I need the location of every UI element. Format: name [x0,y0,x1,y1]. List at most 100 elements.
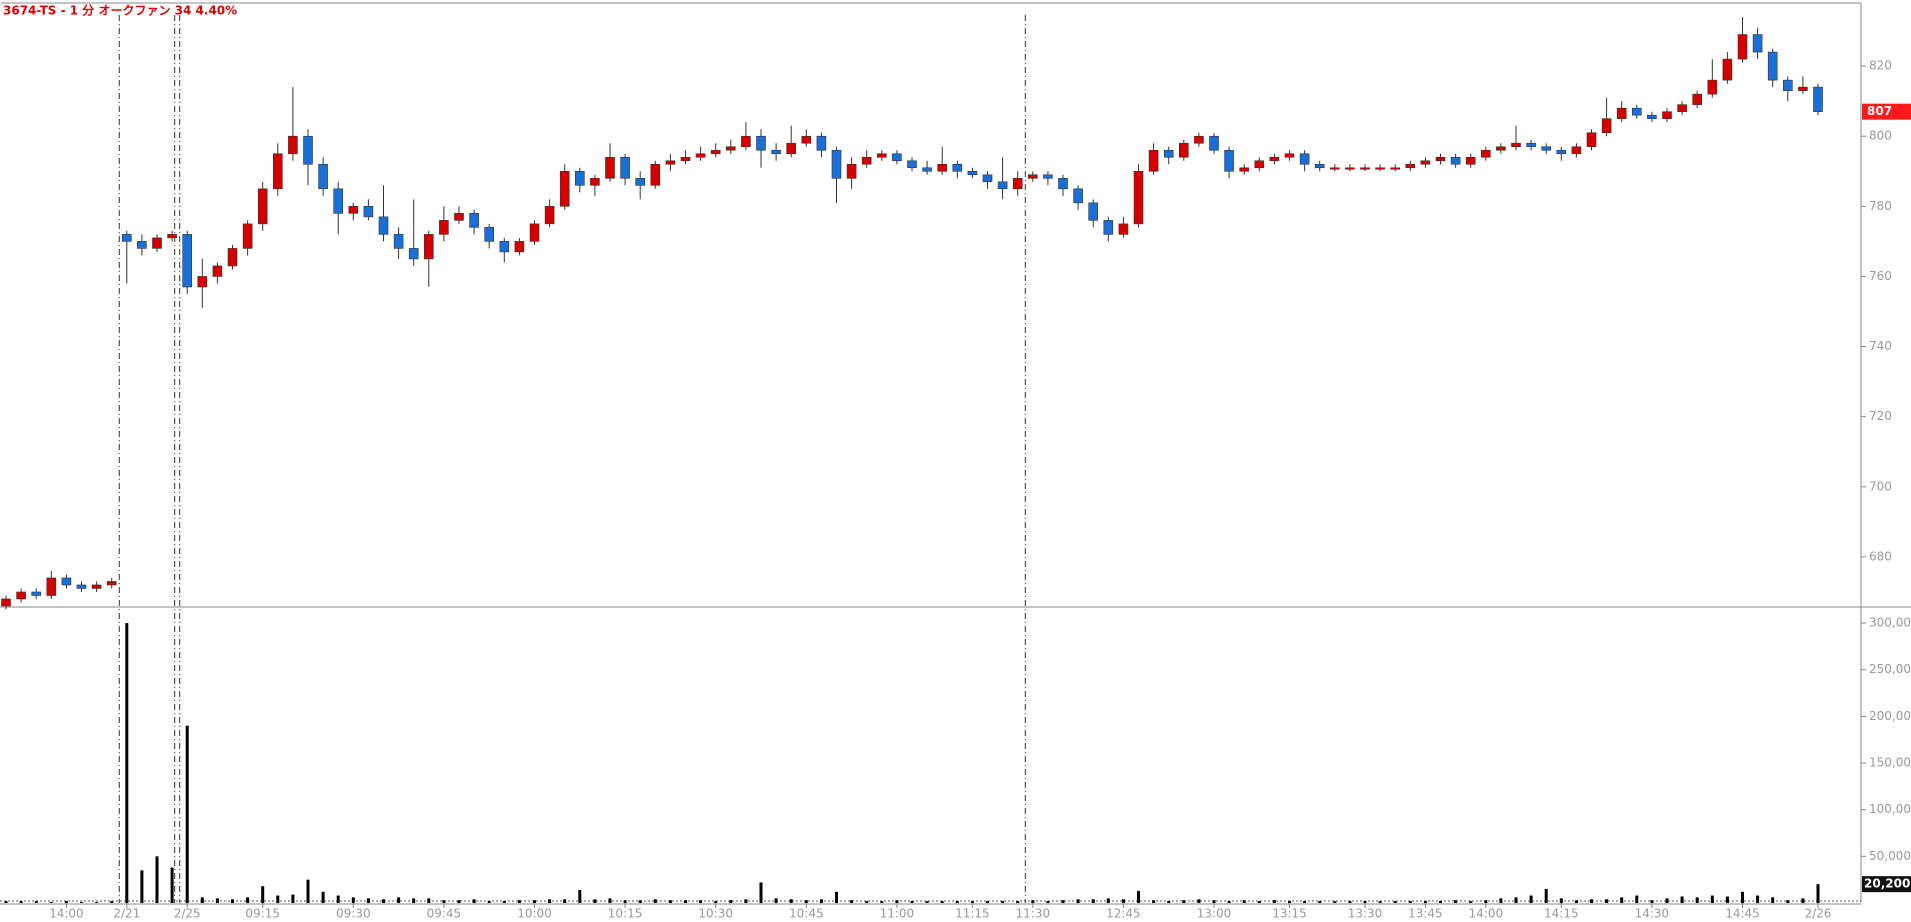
candle-body [1284,153,1295,158]
y-tick-label: 680 [1869,549,1892,563]
volume-bar [925,901,929,903]
volume-bar [1137,890,1140,903]
candle-body [1254,160,1265,169]
volume-bar [910,901,914,903]
candle-body [423,234,434,260]
volume-bar [759,882,763,903]
candle-body [167,234,177,239]
candle-body [1677,104,1687,112]
volume-bar [819,899,823,903]
y-tick-label: 700 [1869,479,1892,493]
candle-body [303,135,313,165]
y2-tick-label: 100,000 [1869,802,1911,816]
volume-bar [1454,900,1458,903]
x-tick-label: 2/26 [1805,907,1832,921]
candle-body [952,163,963,172]
candle-body [1179,142,1189,158]
volume-bar [442,900,446,903]
candle-body [831,149,842,179]
volume-bar [986,901,989,903]
volume-bar [1650,900,1654,903]
volume-bar [336,895,340,903]
volume-bar [246,897,250,903]
candle-body [1737,34,1748,60]
y-tick-label: 760 [1869,269,1892,283]
volume-bar [34,901,38,903]
x-tick-label: 13:30 [1348,907,1383,921]
y2-tick-label: 150,000 [1869,756,1911,770]
volume-bar [1514,897,1518,903]
volume-bar [608,898,612,903]
volume-bar [1620,897,1624,903]
candle-body [1299,153,1310,165]
candle-body [1722,58,1733,81]
volume-bar [457,900,461,903]
volume-bar [110,901,114,903]
volume-bar [4,901,8,903]
candle-body [1073,188,1083,204]
candle-body [1163,149,1174,158]
volume-bar [351,897,355,903]
candle-body [137,241,147,249]
candle-body [1783,79,1793,91]
volume-bar [1741,891,1744,903]
candle-body [786,142,797,155]
last-price-label: 807 [1867,104,1892,118]
candle-body [61,577,72,586]
candle-body [1450,156,1461,165]
y2-tick-label: 200,000 [1869,709,1911,723]
volume-bar [155,856,159,903]
x-tick-label: 09:45 [427,907,462,921]
candle-body [861,156,872,165]
candle-body [801,135,812,144]
x-tick-label: 09:30 [336,907,371,921]
volume-bar [1121,899,1125,903]
candle-body [288,135,298,155]
candle-body [771,149,781,155]
volume-bar [1106,898,1110,903]
candle-body [1616,107,1627,119]
x-tick-label: 13:00 [1197,907,1232,921]
volume-bar [1167,901,1171,903]
volume-bar [744,899,748,903]
candle-body [590,177,600,186]
volume-bar [1272,900,1276,903]
volume-bar [200,897,204,903]
candle-body [635,177,646,186]
volume-bar [774,898,778,903]
candle-body [499,241,510,253]
x-tick-label: 2/25 [174,907,201,921]
candle-body [378,216,389,235]
candle-body [152,237,162,249]
candle-body [529,223,540,242]
candle-body [31,591,42,596]
y-tick-label: 720 [1869,409,1892,423]
volume-bar [306,879,310,903]
x-tick-label: 11:30 [1016,907,1051,921]
candle-body [997,181,1008,190]
x-tick-label: 14:00 [1469,907,1504,921]
x-tick-label: 14:00 [49,907,84,921]
volume-bar [1031,900,1035,903]
volume-bar [1016,901,1020,903]
volume-bar [1439,901,1442,903]
candle-body [363,206,374,218]
candle-body [544,206,555,225]
volume-bar [1303,901,1307,903]
volume-bar [593,899,597,903]
volume-bar [1363,901,1367,903]
volume-bar [1469,901,1473,903]
volume-bar [1499,898,1503,903]
candle-body [212,265,223,277]
volume-bar [19,901,23,903]
candle-body [333,188,344,214]
volume-bar [185,725,189,903]
volume-bar [1816,884,1820,903]
candle-body [756,135,766,151]
candle-body [1028,174,1038,179]
y-tick-label: 800 [1869,129,1892,143]
volume-bar [366,898,370,903]
candle-body [348,206,359,214]
volume-bar [170,867,174,903]
volume-bar [1001,901,1005,903]
